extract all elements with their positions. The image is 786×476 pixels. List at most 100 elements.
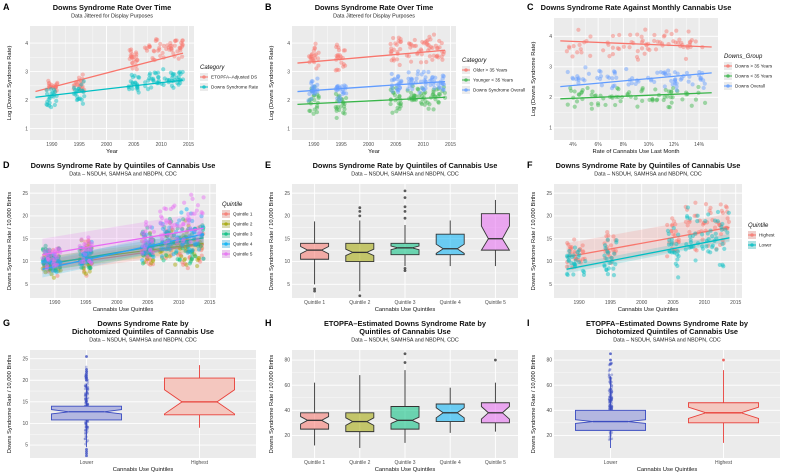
data-point [422, 91, 427, 96]
data-point [180, 239, 186, 244]
trend-line [560, 92, 712, 100]
legend-title: Downs_Group [724, 54, 763, 60]
data-point [414, 76, 419, 81]
data-point [47, 247, 52, 252]
plot-area [40, 192, 206, 280]
data-point [671, 249, 677, 255]
data-point [705, 220, 710, 225]
data-point [624, 66, 629, 72]
x-axis-label: Cannabis Use Quintiles [375, 307, 436, 313]
y-tick-label: 20 [546, 433, 552, 439]
data-point [169, 222, 174, 227]
data-point [40, 260, 45, 265]
data-point [147, 224, 153, 229]
data-point [143, 242, 148, 247]
data-point [389, 49, 394, 54]
data-point [700, 222, 706, 227]
data-point [388, 49, 393, 54]
data-point [191, 229, 197, 235]
data-point [198, 259, 203, 264]
data-point [45, 255, 50, 261]
data-point [422, 102, 427, 107]
data-point [155, 48, 161, 53]
raw-point [84, 391, 87, 395]
data-point [53, 268, 58, 273]
data-point [719, 224, 724, 230]
data-point [603, 256, 608, 261]
data-point [158, 41, 163, 47]
data-point [176, 82, 181, 87]
data-point [312, 53, 317, 58]
data-point [714, 236, 719, 241]
data-point [183, 218, 188, 223]
data-point [689, 37, 694, 43]
data-point [46, 269, 51, 274]
data-point [390, 110, 395, 115]
x-tick-label: Quintile 3 [394, 300, 415, 306]
data-point [140, 229, 146, 234]
data-point [635, 32, 640, 37]
data-point [145, 87, 151, 92]
y-tick-label: 60 [284, 383, 290, 389]
data-point [426, 106, 431, 111]
data-point [147, 253, 152, 258]
data-point [43, 247, 49, 252]
box [575, 409, 646, 431]
data-point [86, 238, 91, 243]
data-point [150, 238, 155, 243]
data-point [143, 238, 148, 244]
x-tick-label: 2010 [156, 142, 167, 148]
data-point [639, 34, 644, 39]
data-point [397, 62, 402, 68]
data-point [388, 41, 393, 47]
data-point [566, 242, 571, 247]
data-point [434, 87, 439, 92]
data-point [662, 84, 667, 89]
chart-title: ETOPFA–Estimated Downs Syndrome Rate by [586, 319, 749, 328]
trend-line [297, 49, 446, 64]
data-point [340, 97, 345, 102]
data-point [178, 246, 183, 251]
data-point [611, 266, 616, 271]
panel-letter: I [527, 318, 530, 328]
raw-point [610, 437, 614, 441]
data-point [564, 264, 570, 269]
data-point [568, 85, 573, 91]
data-point [309, 96, 314, 101]
data-point [86, 259, 91, 264]
raw-point [607, 397, 611, 401]
data-point [697, 218, 702, 223]
data-point [151, 76, 156, 81]
data-point [146, 246, 151, 252]
data-point [201, 256, 206, 261]
chart-title: Downs Syndrome Rate by Quintiles of Cann… [31, 161, 216, 170]
data-point [78, 81, 83, 86]
outlier-point [358, 206, 362, 210]
data-point [408, 76, 414, 81]
data-point [177, 257, 182, 262]
data-point [80, 86, 85, 91]
data-point [442, 90, 447, 95]
x-tick-label: 2005 [142, 300, 153, 306]
data-point [619, 94, 625, 100]
data-point [196, 231, 201, 237]
raw-point [84, 365, 88, 369]
data-point [605, 238, 610, 243]
data-point [654, 98, 659, 103]
data-point [395, 105, 400, 110]
data-point [430, 45, 435, 51]
data-point [673, 222, 678, 227]
data-point [82, 94, 87, 99]
data-point [634, 54, 640, 60]
data-point [564, 49, 569, 54]
data-point [168, 70, 174, 75]
data-point [334, 106, 339, 111]
outlier-point [403, 189, 407, 193]
data-point [75, 88, 80, 93]
data-point [701, 78, 706, 83]
x-tick-label: 2010 [418, 142, 429, 148]
data-point [141, 251, 146, 256]
raw-point [607, 369, 611, 373]
data-point [192, 211, 197, 216]
data-point [179, 254, 184, 259]
